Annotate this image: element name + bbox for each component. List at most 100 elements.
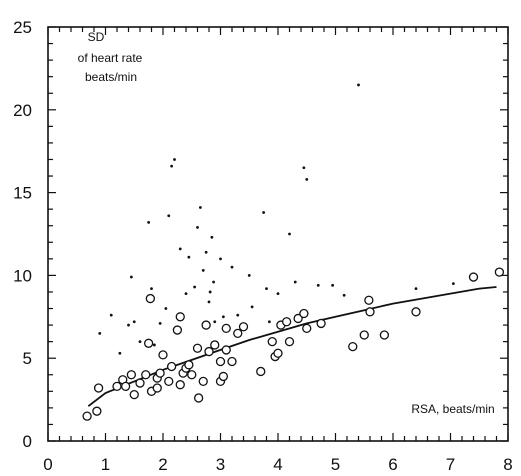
y-axis-title-line-1: SD	[88, 30, 105, 44]
open-circle-point	[218, 371, 229, 382]
x-tick-label: 6	[388, 455, 397, 474]
open-circle-point	[233, 328, 243, 339]
open-circle-point	[152, 383, 162, 393]
dot-point	[109, 313, 113, 317]
open-circle-point	[293, 313, 303, 324]
dot-point	[147, 221, 151, 224]
dot-point	[152, 343, 156, 347]
x-tick-label: 3	[216, 455, 225, 474]
open-circle-point	[166, 361, 177, 372]
dot-point	[98, 331, 102, 335]
open-circle-point	[227, 356, 237, 367]
open-circle-point	[143, 338, 154, 348]
x-tick-label: 5	[331, 455, 340, 474]
open-circle-point	[494, 267, 505, 277]
dot-point	[451, 282, 455, 286]
open-circle-point	[348, 341, 358, 352]
dot-point	[210, 235, 214, 239]
open-circle-point	[299, 308, 309, 319]
open-circle-point	[129, 389, 139, 400]
dot-point	[150, 287, 153, 291]
open-circle-point	[267, 336, 277, 347]
x-tick-label: 2	[158, 455, 167, 474]
open-circle-point	[175, 312, 185, 322]
open-circle-point	[193, 393, 204, 403]
dot-point	[276, 292, 280, 296]
dot-point	[316, 283, 320, 287]
dot-point	[230, 265, 234, 269]
open-circle-point	[92, 406, 102, 416]
y-axis-title-line-2: of heart rate	[78, 51, 143, 65]
open-circle-point	[158, 350, 168, 360]
open-circle-point	[175, 380, 185, 390]
dot-point	[184, 292, 188, 296]
open-circle-point	[221, 323, 231, 334]
dot-point	[219, 257, 222, 261]
data-points	[82, 83, 505, 421]
y-tick-label: 15	[13, 184, 32, 203]
dot-point	[212, 280, 216, 284]
dot-point	[129, 275, 133, 279]
y-tick-label: 20	[13, 101, 32, 120]
open-circle-point	[411, 307, 421, 317]
open-circle-point	[302, 323, 312, 334]
open-circle-point	[126, 370, 137, 380]
open-circle-point	[172, 325, 183, 335]
open-circle-point	[359, 330, 369, 340]
open-circle-point	[281, 317, 292, 327]
y-tick-label: 25	[13, 18, 32, 37]
open-circle-point	[365, 307, 375, 317]
open-circle-point	[184, 360, 194, 370]
dot-point	[178, 247, 182, 251]
x-tick-label: 4	[273, 455, 282, 474]
dot-point	[250, 305, 254, 309]
dot-point	[196, 225, 199, 229]
dot-point	[158, 322, 162, 325]
open-circle-point	[201, 320, 211, 330]
dot-point	[167, 214, 171, 218]
dot-point	[207, 300, 211, 304]
dot-point	[193, 285, 197, 289]
dot-point	[187, 255, 191, 259]
open-circle-point	[221, 345, 231, 355]
dot-point	[127, 323, 130, 327]
dot-point	[138, 340, 142, 344]
open-circle-point	[187, 370, 197, 380]
dot-point	[173, 158, 176, 161]
open-circle-point	[155, 368, 165, 378]
x-tick-label: 8	[503, 455, 512, 474]
dot-point	[414, 287, 418, 291]
open-circle-point	[215, 356, 226, 367]
open-circle-point	[364, 295, 374, 305]
open-circle-point	[112, 381, 122, 392]
open-circle-point	[210, 340, 220, 350]
open-circle-point	[164, 376, 174, 387]
x-tick-label: 0	[43, 455, 52, 474]
dot-point	[247, 274, 251, 277]
dot-point	[288, 232, 291, 236]
open-circle-point	[145, 293, 156, 304]
dot-point	[164, 307, 168, 310]
dot-point	[305, 177, 309, 181]
open-circle-point	[135, 378, 145, 388]
open-circle-point	[198, 376, 208, 387]
dot-point	[265, 287, 268, 291]
open-circle-point	[273, 348, 283, 358]
open-circle-point	[82, 411, 92, 421]
open-circle-point	[316, 318, 326, 329]
open-circle-point	[238, 322, 249, 332]
tick-marks	[47, 26, 509, 442]
dot-point	[221, 315, 225, 319]
y-tick-label: 5	[23, 349, 32, 368]
dot-point	[357, 83, 360, 87]
open-circle-point	[120, 381, 131, 392]
y-axis-title-line-3: beats/min	[85, 70, 137, 84]
open-circle-point	[468, 272, 479, 282]
dot-point	[132, 320, 136, 324]
open-circle-point	[192, 343, 203, 353]
open-circle-point	[93, 383, 104, 393]
y-tick-label: 10	[13, 266, 32, 285]
y-tick-label: 0	[23, 432, 32, 451]
open-circle-point	[204, 346, 214, 357]
